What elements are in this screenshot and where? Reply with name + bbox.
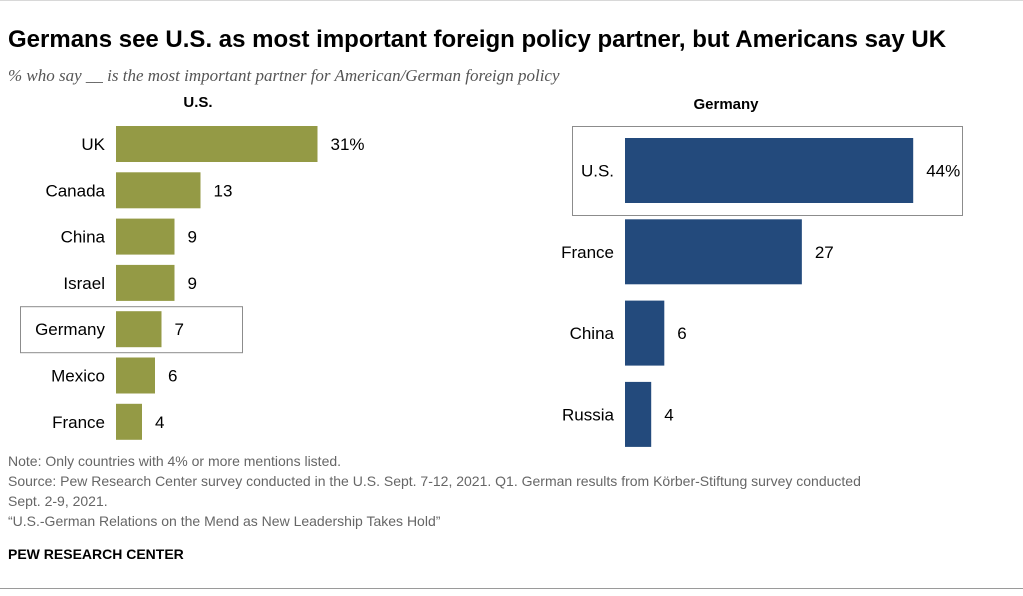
category-label: China	[570, 324, 615, 343]
category-label: U.S.	[581, 162, 614, 181]
value-label: 6	[677, 324, 686, 343]
chart-subtitle: % who say __ is the most important partn…	[8, 66, 560, 85]
bar	[625, 381, 652, 447]
bar	[116, 311, 162, 348]
bar	[625, 138, 914, 203]
category-label: Russia	[562, 405, 615, 424]
value-label: 27	[815, 243, 834, 262]
value-label: 31%	[331, 135, 365, 154]
highlight-box	[20, 306, 243, 354]
value-label: 6	[168, 367, 177, 386]
value-label: 13	[214, 181, 233, 200]
bar	[116, 172, 201, 209]
bar	[116, 126, 318, 162]
category-label: Israel	[63, 274, 105, 293]
bar	[116, 403, 142, 440]
category-label: China	[61, 228, 106, 247]
value-label: 9	[188, 274, 197, 293]
panel-title-1: Germany	[693, 96, 759, 113]
source-line-2: Sept. 2-9, 2021.	[8, 493, 108, 509]
value-label: 4	[664, 405, 673, 424]
chart-area: U.S. UK 31% Canada 13 China 9 Israel 9 Germany 7 Me…	[20, 94, 963, 447]
category-label: Canada	[45, 181, 105, 200]
top-rule	[0, 0, 1023, 1]
bar	[116, 264, 175, 301]
bar	[625, 219, 802, 285]
value-label: 4	[155, 413, 164, 432]
highlight-box	[572, 126, 963, 216]
value-label: 7	[175, 320, 184, 339]
chart-title: Germans see U.S. as most important forei…	[8, 26, 947, 53]
category-label: Germany	[35, 320, 105, 339]
panel-title-0: U.S.	[183, 94, 212, 111]
note: Note: Only countries with 4% or more men…	[8, 453, 342, 469]
brand-name: PEW RESEARCH CENTER	[8, 546, 184, 562]
category-label: France	[52, 413, 105, 432]
value-label: 44%	[926, 162, 960, 181]
bar	[116, 357, 155, 394]
bar	[116, 218, 175, 255]
bar	[625, 300, 665, 366]
category-label: UK	[81, 135, 105, 154]
category-label: Mexico	[51, 367, 105, 386]
source-line-1: Source: Pew Research Center survey condu…	[8, 473, 861, 489]
report-title: “U.S.-German Relations on the Mend as Ne…	[8, 513, 441, 529]
value-label: 9	[188, 228, 197, 247]
bottom-rule	[0, 588, 1023, 589]
category-label: France	[561, 243, 614, 262]
